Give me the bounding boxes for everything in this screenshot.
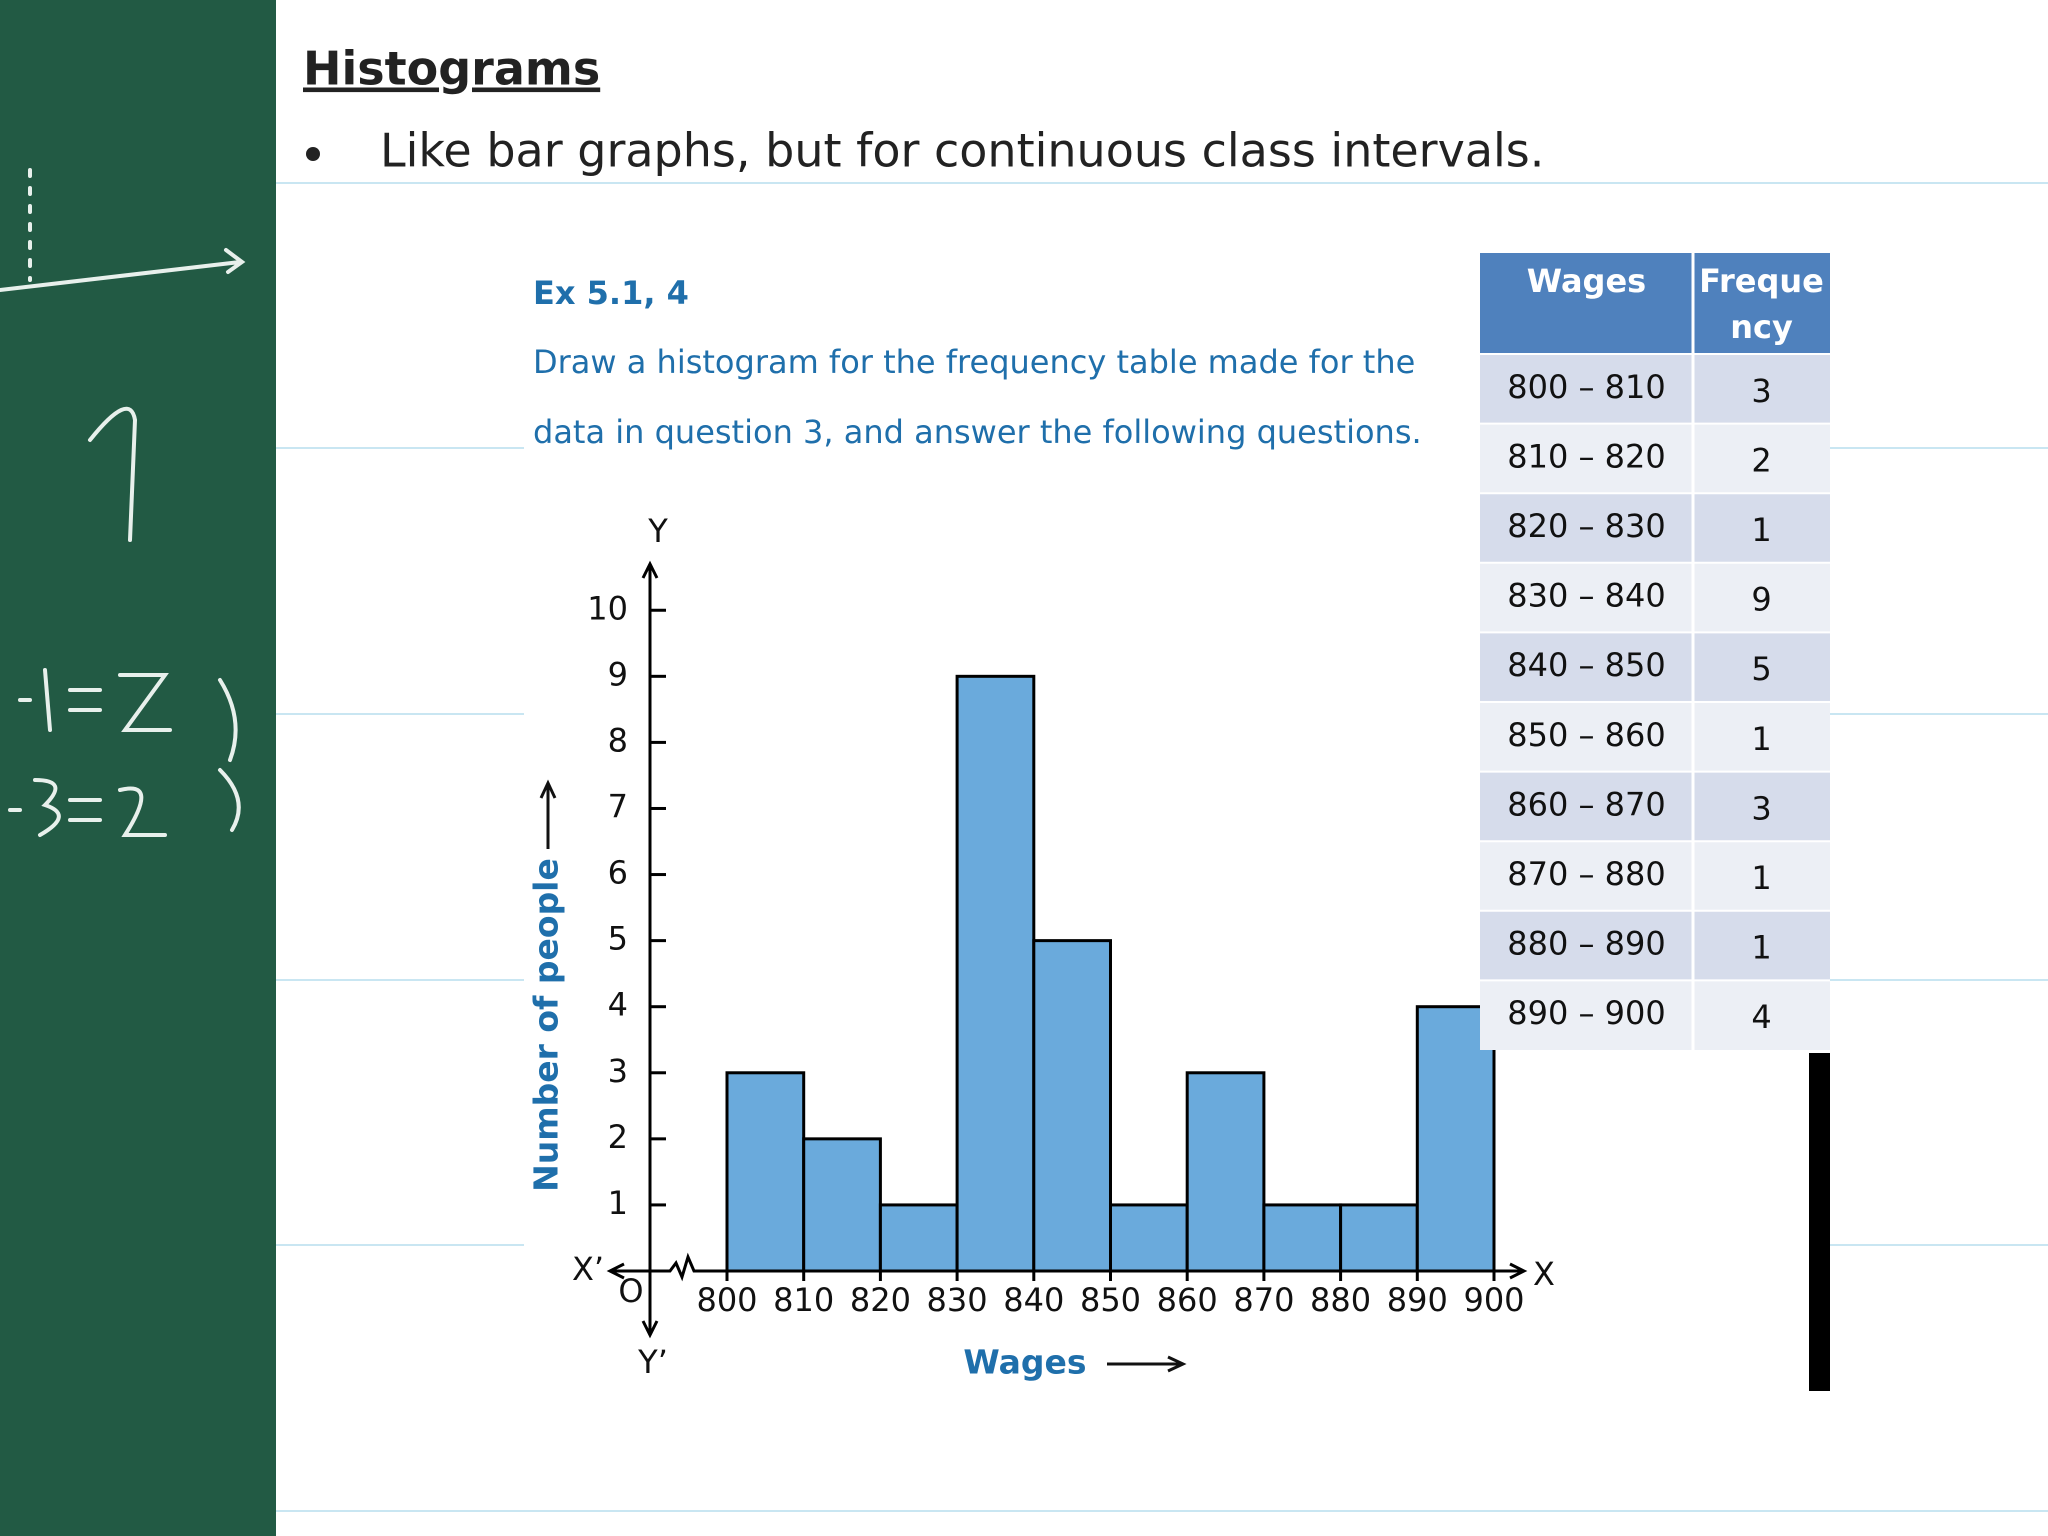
bullet-text: Like bar graphs, but for continuous clas… <box>380 124 1544 178</box>
bar <box>727 1073 804 1271</box>
y-tick-label: 6 <box>608 854 628 892</box>
x-tick-label: 880 <box>1310 1281 1371 1319</box>
page: Histograms Like bar graphs, but for cont… <box>0 0 2048 1536</box>
table-cell: 850 – 860 <box>1507 716 1666 754</box>
x-tick-label: 810 <box>773 1281 834 1319</box>
x-tick-label: 830 <box>927 1281 988 1319</box>
table-cell: 1 <box>1751 511 1771 549</box>
y-tick-label: 3 <box>608 1052 628 1090</box>
bar <box>1264 1205 1341 1271</box>
y-tick-label: 2 <box>608 1118 628 1156</box>
axis-letter: Y’ <box>637 1343 668 1381</box>
table-cell: 4 <box>1751 998 1771 1036</box>
table-cell: 5 <box>1751 650 1771 688</box>
y-tick-label: 9 <box>608 655 628 693</box>
table-cell: 1 <box>1751 929 1771 967</box>
table-cell: 820 – 830 <box>1507 507 1666 545</box>
bar <box>1111 1205 1188 1271</box>
exercise-text: Draw a histogram for the frequency table… <box>533 343 1415 381</box>
x-tick-label: 860 <box>1157 1281 1218 1319</box>
table-cell: 3 <box>1751 789 1771 827</box>
table-cell: 890 – 900 <box>1507 994 1666 1032</box>
table-cell: 860 – 870 <box>1507 785 1666 823</box>
slide-title: Histograms <box>303 42 600 96</box>
bar <box>1341 1205 1418 1271</box>
table-cell: 830 – 840 <box>1507 577 1666 615</box>
axis-letter: X <box>1533 1255 1555 1293</box>
table-cell: 1 <box>1751 720 1771 758</box>
x-tick-label: 900 <box>1463 1281 1524 1319</box>
bar <box>1034 941 1111 1271</box>
table-cell: 3 <box>1751 372 1771 410</box>
x-tick-label: 820 <box>850 1281 911 1319</box>
table-cell: 840 – 850 <box>1507 646 1666 684</box>
bar <box>1187 1073 1264 1271</box>
axis-letter: Y <box>647 512 668 550</box>
bullet-dot <box>306 147 320 161</box>
origin-label: O <box>618 1272 643 1310</box>
table-cell: 9 <box>1751 581 1771 619</box>
table-cell: 2 <box>1751 441 1771 479</box>
x-tick-label: 870 <box>1233 1281 1294 1319</box>
y-tick-label: 8 <box>608 721 628 759</box>
y-tick-label: 5 <box>608 920 628 958</box>
bar <box>957 676 1034 1271</box>
table-cell: 880 – 890 <box>1507 925 1666 963</box>
table-cell: 810 – 820 <box>1507 437 1666 475</box>
bar <box>804 1139 881 1271</box>
x-tick-label: 840 <box>1003 1281 1064 1319</box>
y-tick-label: 4 <box>608 986 628 1024</box>
black-bar <box>1809 1053 1830 1391</box>
bar <box>880 1205 957 1271</box>
chalkboard <box>0 0 276 1536</box>
x-tick-label: 800 <box>696 1281 757 1319</box>
slide: Histograms Like bar graphs, but for cont… <box>0 0 2048 1536</box>
x-tick-label: 850 <box>1080 1281 1141 1319</box>
frequency-table: WagesFrequency800 – 8103810 – 8202820 – … <box>1480 253 1830 1050</box>
table-cell: 800 – 810 <box>1507 368 1666 406</box>
y-tick-label: 10 <box>587 589 628 627</box>
y-tick-label: 7 <box>608 787 628 825</box>
table-header: Wages <box>1527 262 1646 300</box>
table-cell: 870 – 880 <box>1507 855 1666 893</box>
x-tick-label: 890 <box>1387 1281 1448 1319</box>
exercise-label: Ex 5.1, 4 <box>533 274 689 312</box>
x-axis-label: Wages <box>963 1343 1086 1382</box>
exercise-text: data in question 3, and answer the follo… <box>533 413 1422 451</box>
table-cell: 1 <box>1751 859 1771 897</box>
y-axis-label: Number of people <box>527 858 566 1192</box>
axis-letter: X’ <box>572 1250 604 1288</box>
y-tick-label: 1 <box>608 1184 628 1222</box>
